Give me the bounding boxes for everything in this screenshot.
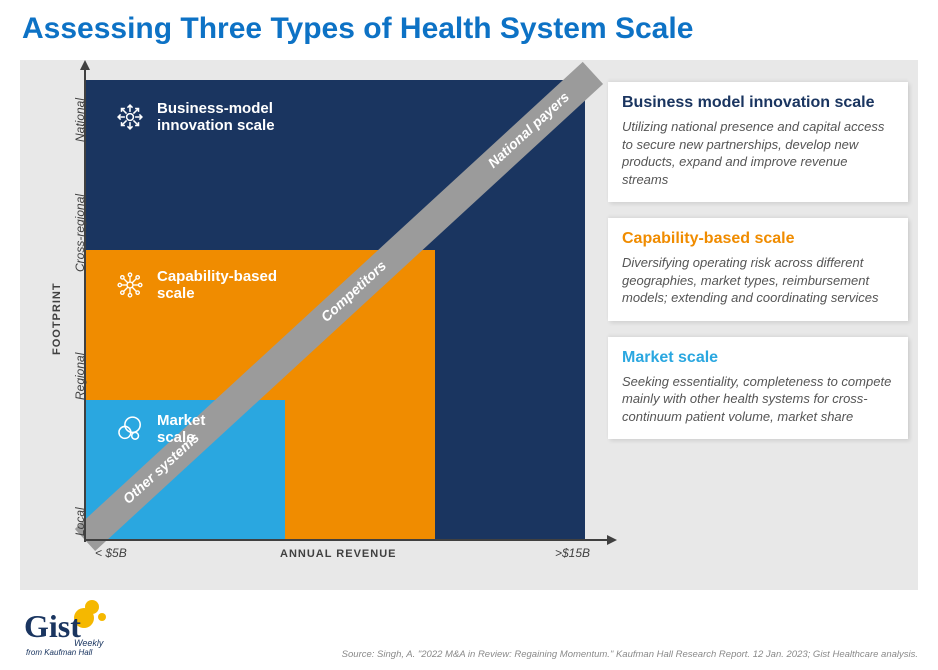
network-icon bbox=[113, 268, 147, 302]
y-axis-title: FOOTPRINT bbox=[51, 282, 63, 355]
logo-subtitle: Weekly bbox=[74, 638, 104, 648]
card-title: Business model innovation scale bbox=[622, 94, 894, 112]
footer: Gist Weekly from Kaufman Hall Source: Si… bbox=[0, 600, 938, 670]
card-title: Market scale bbox=[622, 349, 894, 367]
logo-brand: Gist bbox=[24, 608, 81, 644]
y-axis-arrow-icon bbox=[80, 60, 90, 70]
plot-area: Other systems Competitors National payer… bbox=[85, 80, 585, 540]
logo-byline: from Kaufman Hall bbox=[26, 648, 92, 657]
card-body: Diversifying operating risk across diffe… bbox=[622, 254, 894, 307]
region-label-market: Marketscale bbox=[113, 412, 205, 447]
region-label-text: Marketscale bbox=[157, 412, 205, 447]
expand-arrows-icon bbox=[113, 100, 147, 134]
card-business: Business model innovation scale Utilizin… bbox=[608, 82, 908, 202]
chart-frame: Other systems Competitors National payer… bbox=[85, 80, 605, 560]
region-label-business: Business-modelinnovation scale bbox=[113, 100, 275, 135]
region-label-capability: Capability-basedscale bbox=[113, 268, 277, 303]
card-title: Capability-based scale bbox=[622, 230, 894, 248]
page-title: Assessing Three Types of Health System S… bbox=[0, 0, 938, 56]
chart-panel: Other systems Competitors National payer… bbox=[20, 60, 918, 590]
x-tick-right: >$15B bbox=[555, 546, 590, 560]
circles-icon bbox=[113, 412, 147, 446]
y-tick-national: National bbox=[73, 98, 87, 142]
y-tick-local: Local bbox=[73, 507, 87, 536]
y-tick-regional: Regional bbox=[73, 353, 87, 400]
legend-cards: Business model innovation scale Utilizin… bbox=[608, 82, 908, 439]
x-tick-left: < $5B bbox=[95, 546, 127, 560]
region-label-text: Business-modelinnovation scale bbox=[157, 100, 275, 135]
card-body: Seeking essentiality, completeness to co… bbox=[622, 373, 894, 426]
x-axis-arrow-icon bbox=[607, 535, 617, 545]
source-citation: Source: Singh, A. "2022 M&A in Review: R… bbox=[342, 649, 918, 660]
card-market: Market scale Seeking essentiality, compl… bbox=[608, 337, 908, 440]
x-axis-line bbox=[84, 539, 614, 541]
card-body: Utilizing national presence and capital … bbox=[622, 118, 894, 188]
card-capability: Capability-based scale Diversifying oper… bbox=[608, 218, 908, 321]
y-tick-crossregional: Cross-regional bbox=[73, 194, 87, 272]
x-axis-title: ANNUAL REVENUE bbox=[280, 548, 396, 560]
logo: Gist Weekly from Kaufman Hall bbox=[22, 599, 132, 662]
region-label-text: Capability-basedscale bbox=[157, 268, 277, 303]
